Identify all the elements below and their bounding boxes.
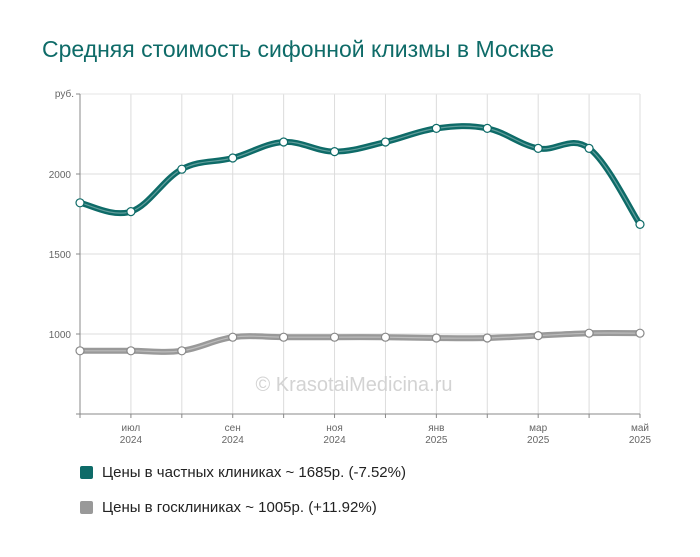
chart-title: Средняя стоимость сифонной клизмы в Моск… bbox=[42, 36, 555, 62]
y-tick-label: 2000 bbox=[49, 170, 72, 181]
y-tick-label: 1000 bbox=[49, 330, 72, 341]
data-point-1-0 bbox=[75, 346, 85, 356]
data-point-0-8 bbox=[482, 123, 492, 133]
x-tick-label-month: янв bbox=[428, 423, 444, 434]
data-point-1-4 bbox=[279, 332, 289, 342]
x-tick-label-year: 2024 bbox=[323, 435, 346, 446]
data-point-1-1 bbox=[126, 346, 136, 356]
x-tick-label-month: май bbox=[631, 423, 649, 434]
data-point-1-10 bbox=[584, 328, 594, 338]
legend-item-public[interactable]: Цены в госклиниках ~ 1005р. (+11.92%) bbox=[80, 499, 377, 516]
data-point-0-6 bbox=[380, 137, 391, 147]
data-point-1-11 bbox=[635, 328, 645, 338]
data-point-0-4 bbox=[279, 137, 289, 147]
data-point-0-11 bbox=[635, 219, 645, 229]
data-point-1-5 bbox=[329, 332, 340, 342]
x-tick-label-year: 2025 bbox=[527, 435, 550, 446]
data-point-0-7 bbox=[431, 123, 441, 133]
data-point-1-3 bbox=[228, 332, 238, 342]
series-line-highlight-0 bbox=[79, 125, 641, 225]
legend-swatch-private bbox=[80, 466, 93, 479]
watermark: © KrasotaiMedicina.ru bbox=[255, 374, 452, 396]
x-tick-label-year: 2024 bbox=[120, 435, 143, 446]
legend-label-private: Цены в частных клиниках ~ 1685р. (-7.52%… bbox=[102, 464, 406, 481]
x-tick-label-month: июл bbox=[122, 423, 141, 434]
legend-swatch-public bbox=[80, 501, 93, 514]
legend-item-private[interactable]: Цены в частных клиниках ~ 1685р. (-7.52%… bbox=[80, 464, 406, 481]
x-tick-label-month: мар bbox=[529, 423, 547, 434]
data-point-1-7 bbox=[431, 333, 441, 343]
data-point-0-2 bbox=[177, 164, 187, 174]
x-tick-label-month: сен bbox=[225, 423, 241, 434]
x-tick-label-month: ноя bbox=[326, 423, 343, 434]
data-point-1-9 bbox=[533, 331, 543, 341]
data-point-0-3 bbox=[228, 153, 238, 163]
data-point-0-9 bbox=[533, 143, 543, 153]
series-line-0 bbox=[77, 123, 643, 228]
data-point-0-5 bbox=[329, 147, 340, 157]
data-point-1-6 bbox=[380, 332, 391, 342]
data-point-0-10 bbox=[584, 143, 594, 153]
x-tick-label-year: 2025 bbox=[629, 435, 652, 446]
data-point-0-0 bbox=[75, 198, 85, 208]
x-tick-label-year: 2024 bbox=[222, 435, 245, 446]
y-tick-label: 1500 bbox=[49, 250, 72, 261]
x-tick-label-year: 2025 bbox=[425, 435, 448, 446]
data-point-1-8 bbox=[482, 333, 492, 343]
y-axis-unit-label: руб. bbox=[55, 88, 74, 100]
data-point-1-2 bbox=[177, 346, 187, 356]
series-line-1 bbox=[77, 330, 643, 355]
legend-label-public: Цены в госклиниках ~ 1005р. (+11.92%) bbox=[102, 499, 377, 516]
data-point-0-1 bbox=[126, 207, 136, 217]
